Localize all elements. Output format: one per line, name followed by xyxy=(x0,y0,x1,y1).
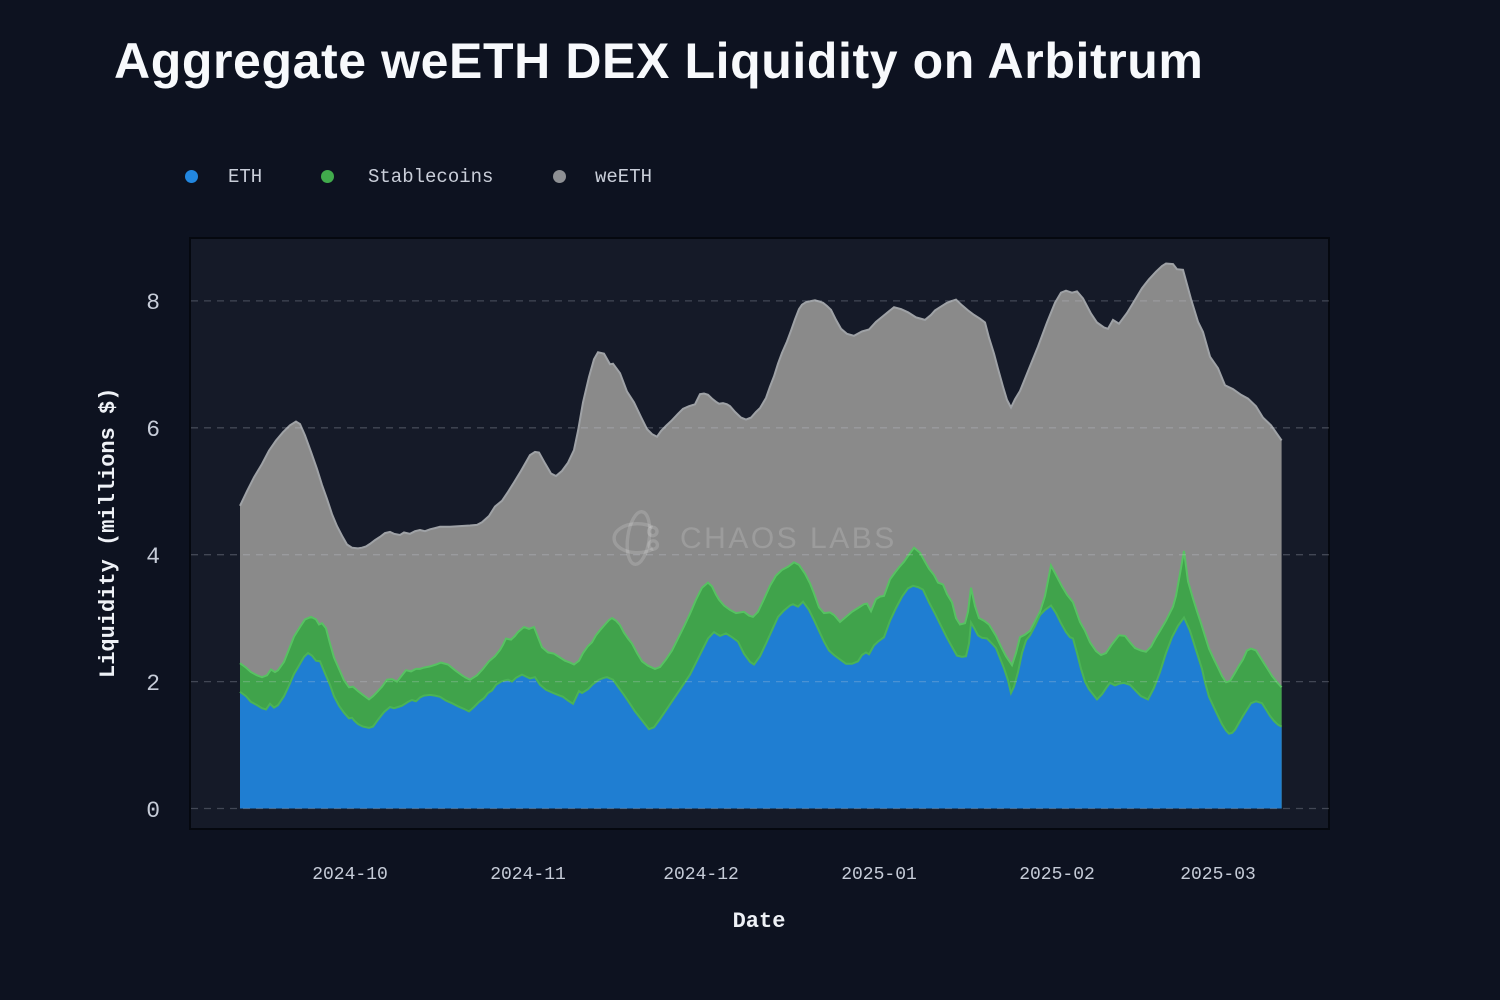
svg-text:CHAOS LABS: CHAOS LABS xyxy=(680,522,897,555)
